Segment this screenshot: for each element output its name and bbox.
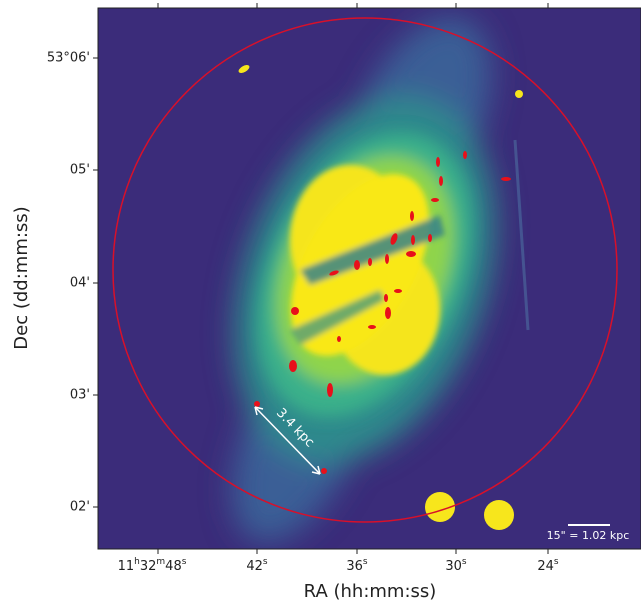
distance-arrow [254,406,321,475]
aperture-circle [112,17,618,523]
scale-bar-label: 15" = 1.02 kpc [547,529,630,542]
x-tick-label: 24s [537,557,559,574]
x-tick-label: 11h32m48s [118,557,187,574]
x-tick-label: 36s [346,557,368,574]
x-tick-label: 42s [246,557,268,574]
sky-image [98,8,641,549]
y-tick-label: 03' [70,388,90,403]
y-axis-label: Dec (dd:mm:ss) [11,206,32,349]
y-tick-label: 53°06' [47,51,90,66]
y-tick-label: 02' [70,500,90,515]
regions [254,151,511,474]
y-tick-label: 04' [70,276,90,291]
x-tick-label: 30s [445,557,467,574]
frame [97,7,641,550]
x-axis-label: RA (hh:mm:ss) [304,581,437,602]
y-tick-label: 05' [70,163,90,178]
